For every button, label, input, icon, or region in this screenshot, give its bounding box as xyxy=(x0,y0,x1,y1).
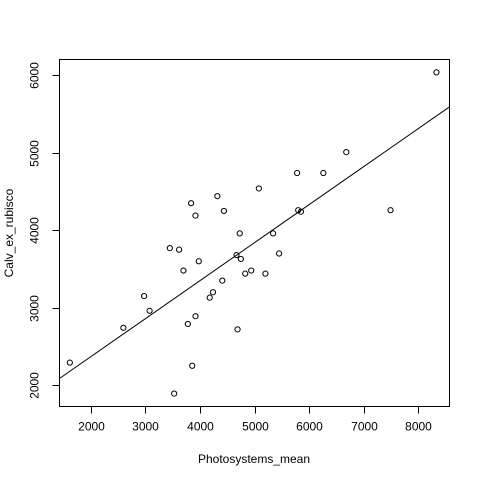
y-axis-label: Calv_ex_rubisco xyxy=(2,188,16,277)
y-tick-label: 3000 xyxy=(28,295,42,322)
y-tick-label: 4000 xyxy=(28,217,42,244)
data-point xyxy=(192,313,199,320)
x-tick-label: 4000 xyxy=(187,420,214,434)
plot-frame xyxy=(59,59,450,407)
y-axis: 2000 3000 4000 5000 6000 xyxy=(28,62,60,399)
data-point xyxy=(343,149,350,156)
x-tick-label: 8000 xyxy=(405,420,432,434)
data-point xyxy=(220,207,228,215)
data-point xyxy=(192,212,199,219)
x-tick-label: 5000 xyxy=(242,420,269,434)
data-point xyxy=(255,185,262,192)
data-point xyxy=(269,230,277,237)
x-tick-label: 7000 xyxy=(351,420,378,434)
x-tick-label: 3000 xyxy=(132,420,159,434)
data-point xyxy=(275,250,283,257)
x-tick-label: 2000 xyxy=(78,420,105,434)
data-point xyxy=(433,69,440,76)
y-tick-label: 5000 xyxy=(28,140,42,167)
data-point xyxy=(188,200,195,207)
data-point xyxy=(171,390,178,397)
data-point xyxy=(219,277,226,284)
data-point xyxy=(236,230,243,237)
data-point xyxy=(248,267,255,274)
data-point xyxy=(297,208,305,215)
data-point xyxy=(209,289,217,296)
data-point xyxy=(189,362,196,369)
data-point xyxy=(206,294,213,301)
y-tick-label: 2000 xyxy=(28,372,42,399)
data-point xyxy=(120,324,127,331)
data-point xyxy=(195,258,202,265)
x-axis: 2000 3000 4000 5000 6000 7000 8000 xyxy=(78,406,432,434)
data-point xyxy=(66,359,73,366)
data-point xyxy=(214,193,221,200)
data-point xyxy=(387,207,394,214)
data-point xyxy=(146,307,153,314)
data-point xyxy=(294,169,301,177)
x-axis-label: Photosystems_mean xyxy=(198,452,310,466)
data-point xyxy=(180,267,187,274)
data-point xyxy=(262,270,269,277)
data-point xyxy=(176,246,183,253)
data-point xyxy=(233,251,240,259)
data-point xyxy=(141,292,148,300)
data-point xyxy=(184,320,191,328)
data-point xyxy=(320,169,327,177)
data-point xyxy=(234,326,241,333)
regression-line-layer xyxy=(59,106,450,379)
data-point xyxy=(166,244,173,252)
data-point xyxy=(242,270,249,277)
data-points xyxy=(66,69,440,397)
data-point xyxy=(237,255,244,263)
x-tick-label: 6000 xyxy=(296,420,323,434)
regression-line xyxy=(59,106,450,379)
y-tick-label: 6000 xyxy=(28,62,42,89)
